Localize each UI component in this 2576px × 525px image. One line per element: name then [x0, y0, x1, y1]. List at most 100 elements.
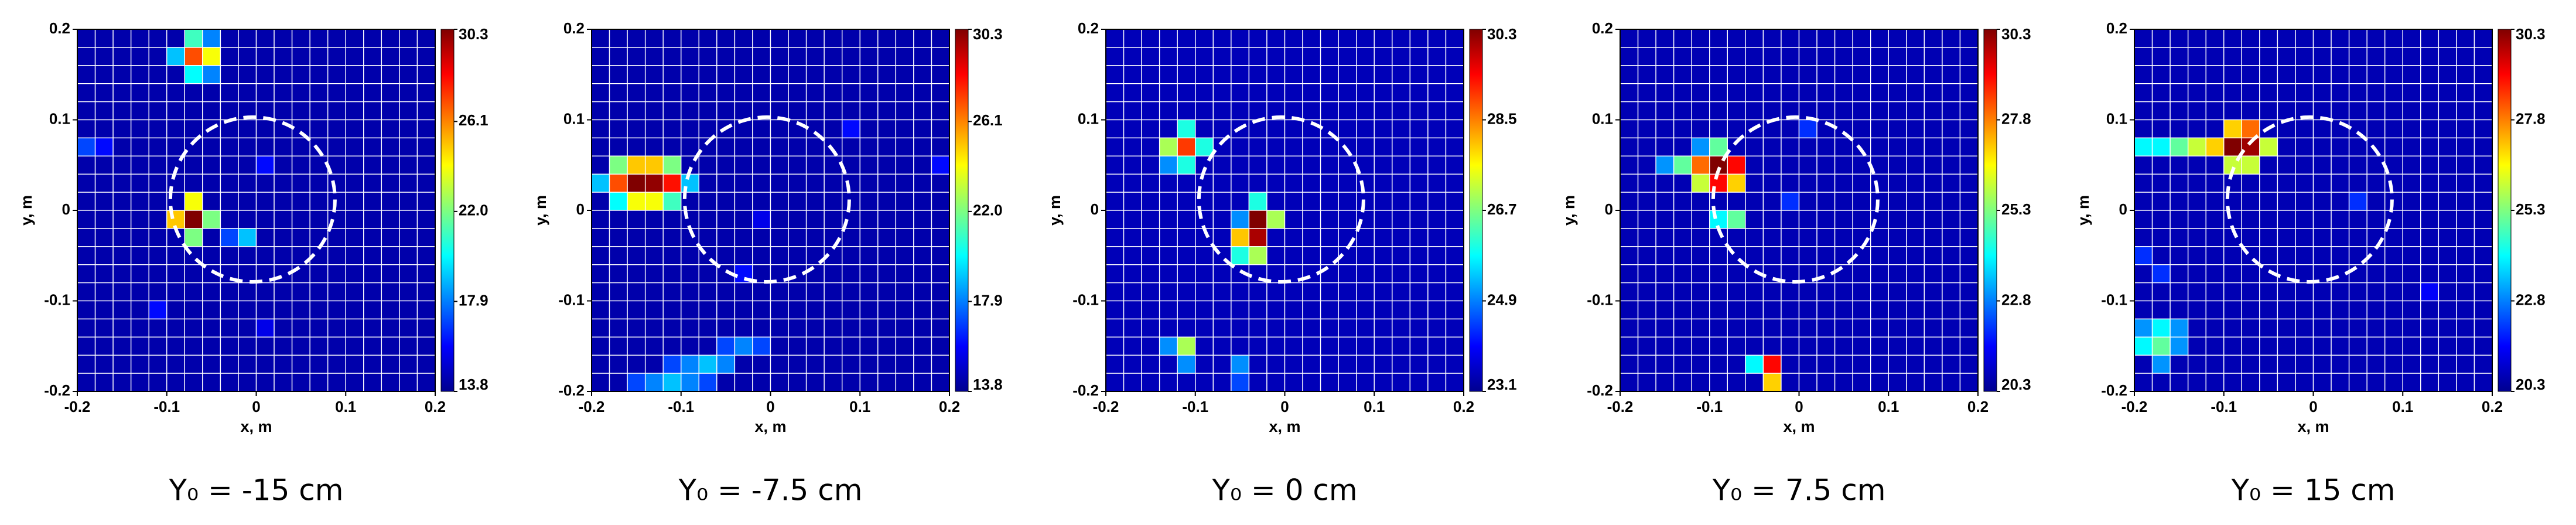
- heat-cell: [94, 228, 114, 247]
- heat-cell: [716, 373, 736, 392]
- heat-cell: [877, 354, 897, 374]
- heat-cell: [1302, 282, 1321, 302]
- heat-cell: [1302, 300, 1321, 320]
- heat-cell: [1355, 47, 1375, 66]
- heat-cell: [1924, 47, 1943, 66]
- heat-cell: [2134, 137, 2153, 156]
- heat-cell: [931, 83, 950, 103]
- heat-cell: [2348, 119, 2367, 139]
- heat-cell: [2205, 119, 2225, 139]
- heat-cell: [1816, 336, 1836, 356]
- heat-cell: [1105, 264, 1125, 284]
- heat-cell: [698, 264, 718, 284]
- heat-cell: [591, 246, 610, 265]
- heat-cell: [2402, 173, 2421, 193]
- heat-cell: [1924, 318, 1943, 338]
- heat-cell: [130, 101, 149, 121]
- heat-cell: [1673, 282, 1692, 302]
- heat-cell: [1888, 336, 1907, 356]
- heat-cell: [1762, 47, 1782, 66]
- heat-cell: [1284, 300, 1303, 320]
- heat-cell: [1374, 282, 1393, 302]
- heat-cell: [291, 264, 310, 284]
- heat-cell: [202, 47, 221, 66]
- heat-cell: [2259, 47, 2278, 66]
- heat-cell: [112, 47, 132, 66]
- heat-cell: [1673, 47, 1692, 66]
- heat-cell: [716, 47, 736, 66]
- heat-cell: [1409, 354, 1429, 374]
- heat-cell: [1284, 65, 1303, 84]
- heat-cell: [1959, 101, 1979, 121]
- heat-cell: [1727, 228, 1746, 247]
- heat-cell: [1673, 83, 1692, 103]
- heat-cell: [2366, 83, 2386, 103]
- heat-cell: [1709, 83, 1728, 103]
- heat-cell: [788, 29, 807, 48]
- heat-cell: [1691, 65, 1710, 84]
- heat-cell: [1302, 336, 1321, 356]
- heat-cell: [274, 47, 293, 66]
- heat-cell: [381, 373, 400, 392]
- heat-cell: [1445, 137, 1464, 156]
- heat-cell: [1781, 300, 1800, 320]
- heat-cell: [1852, 119, 1871, 139]
- heat-cell: [1427, 246, 1447, 265]
- heat-cell: [238, 228, 257, 247]
- heat-cell: [1798, 192, 1817, 211]
- colorbar-tick-label: 23.1: [1487, 376, 1517, 393]
- heat-cell: [734, 246, 753, 265]
- heat-cell: [1123, 137, 1142, 156]
- heat-cell: [2170, 83, 2189, 103]
- heat-cell: [1888, 228, 1907, 247]
- heat-cell: [1123, 228, 1142, 247]
- heat-cell: [381, 264, 400, 284]
- heat-cell: [291, 300, 310, 320]
- heat-cell: [716, 29, 736, 48]
- heat-cell: [2134, 101, 2153, 121]
- heat-cell: [2259, 29, 2278, 48]
- heat-cell: [716, 65, 736, 84]
- heat-cell: [399, 137, 418, 156]
- heat-cell: [416, 29, 436, 48]
- heat-cell: [2420, 29, 2440, 48]
- heat-cell: [2187, 228, 2206, 247]
- heat-cell: [2277, 83, 2296, 103]
- heat-cell: [591, 373, 610, 392]
- heat-cell: [644, 137, 664, 156]
- heat-cell: [824, 210, 843, 229]
- heat-cell: [591, 29, 610, 48]
- heat-cell: [627, 119, 646, 139]
- heat-cell: [291, 101, 310, 121]
- heat-cell: [291, 192, 310, 211]
- heat-cell: [2366, 373, 2386, 392]
- heat-cell: [1834, 210, 1853, 229]
- heat-cell: [1141, 101, 1160, 121]
- heat-cell: [1338, 373, 1357, 392]
- heat-cell: [609, 101, 628, 121]
- heat-cell: [399, 29, 418, 48]
- heat-cell: [2420, 119, 2440, 139]
- heat-cell: [1159, 29, 1178, 48]
- heat-cell: [2438, 354, 2457, 374]
- heat-cell: [662, 119, 682, 139]
- heat-cell: [1159, 373, 1178, 392]
- heat-cell: [291, 228, 310, 247]
- heat-cell: [1655, 155, 1675, 175]
- heat-cell: [202, 210, 221, 229]
- heat-cell: [1284, 137, 1303, 156]
- x-tick-label: -0.1: [153, 398, 180, 415]
- heat-cell: [1195, 137, 1214, 156]
- heat-cell: [1195, 336, 1214, 356]
- heat-cell: [1141, 354, 1160, 374]
- heat-cell: [94, 155, 114, 175]
- y-tick-label: 0.2: [1078, 19, 1099, 37]
- heat-cell: [1959, 119, 1979, 139]
- heat-cell: [1445, 336, 1464, 356]
- heat-cell: [1745, 83, 1764, 103]
- x-tick-label: 0: [252, 398, 260, 415]
- heat-cell: [627, 246, 646, 265]
- heat-cell: [1673, 300, 1692, 320]
- heat-cell: [202, 336, 221, 356]
- heat-cell: [877, 119, 897, 139]
